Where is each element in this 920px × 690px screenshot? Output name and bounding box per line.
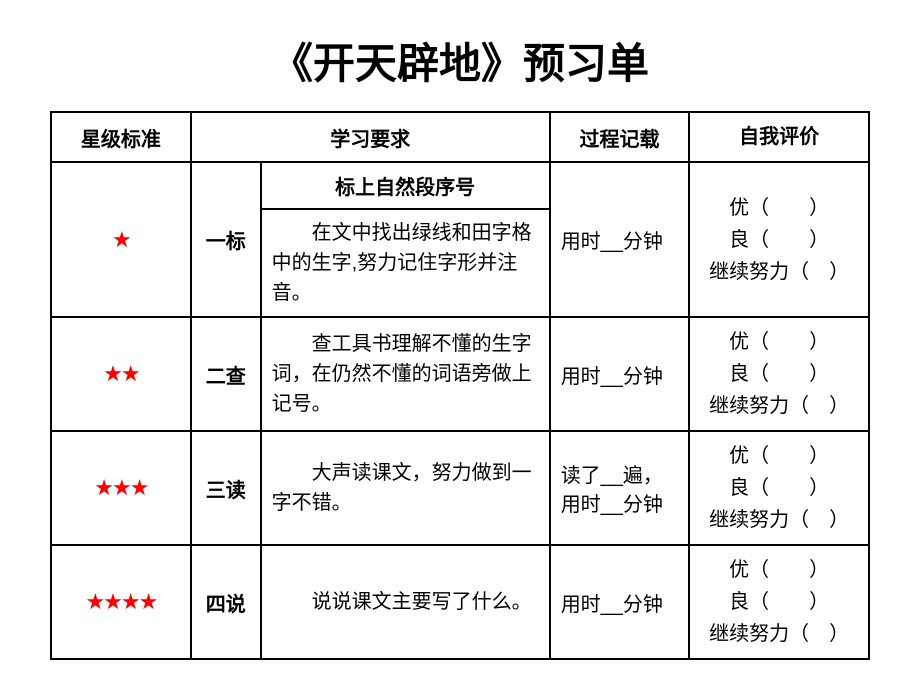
stars-3: ★★★ [51,431,191,545]
star-icon: ★ [112,227,130,252]
evaluation-1: 优（ ） 良（ ） 继续努力（ ） [689,162,869,317]
eval-line: 良（ ） [700,472,858,504]
row-4: ★★★★ 四说 说说课文主要写了什么。 用时__分钟 优（ ） 良（ ） 继续努… [51,545,869,659]
star-icon: ★★ [103,361,138,386]
evaluation-4: 优（ ） 良（ ） 继续努力（ ） [689,545,869,659]
eval-line: 继续努力（ ） [700,390,858,422]
header-stars: 星级标准 [51,112,191,162]
row-1a: ★ 一标 标上自然段序号 用时__分钟 优（ ） 良（ ） 继续努力（ ） [51,162,869,209]
process-1: 用时__分钟 [550,162,690,317]
requirement-4: 说说课文主要写了什么。 [261,545,550,659]
eval-line: 优（ ） [700,192,858,224]
step-1: 一标 [191,162,261,317]
preview-worksheet-table: 星级标准 学习要求 过程记载 自我评价 ★ 一标 标上自然段序号 用时__分钟 … [50,111,870,660]
page-title: 《开天辟地》预习单 [50,30,870,91]
stars-1: ★ [51,162,191,317]
evaluation-2: 优（ ） 良（ ） 继续努力（ ） [689,317,869,431]
requirement-1b: 在文中找出绿线和田字格中的生字,努力记住字形并注音。 [261,209,550,317]
step-2: 二查 [191,317,261,431]
eval-line: 良（ ） [700,358,858,390]
eval-line: 继续努力（ ） [700,618,858,650]
eval-line: 优（ ） [700,554,858,586]
header-row: 星级标准 学习要求 过程记载 自我评价 [51,112,869,162]
requirement-2: 查工具书理解不懂的生字词，在仍然不懂的词语旁做上记号。 [261,317,550,431]
stars-2: ★★ [51,317,191,431]
requirement-1a: 标上自然段序号 [261,162,550,209]
eval-line: 优（ ） [700,326,858,358]
step-3: 三读 [191,431,261,545]
eval-line: 继续努力（ ） [700,256,858,288]
eval-line: 良（ ） [700,586,858,618]
row-3: ★★★ 三读 大声读课文，努力做到一字不错。 读了__遍，用时__分钟 优（ ）… [51,431,869,545]
step-4: 四说 [191,545,261,659]
process-4: 用时__分钟 [550,545,690,659]
eval-line: 优（ ） [700,440,858,472]
header-evaluation: 自我评价 [689,112,869,162]
process-3: 读了__遍，用时__分钟 [550,431,690,545]
eval-line: 良（ ） [700,224,858,256]
process-2: 用时__分钟 [550,317,690,431]
evaluation-3: 优（ ） 良（ ） 继续努力（ ） [689,431,869,545]
star-icon: ★★★★ [85,589,156,614]
row-2: ★★ 二查 查工具书理解不懂的生字词，在仍然不懂的词语旁做上记号。 用时__分钟… [51,317,869,431]
header-process: 过程记载 [550,112,690,162]
header-requirement: 学习要求 [191,112,550,162]
eval-line: 继续努力（ ） [700,504,858,536]
star-icon: ★★★ [94,475,147,500]
stars-4: ★★★★ [51,545,191,659]
requirement-3: 大声读课文，努力做到一字不错。 [261,431,550,545]
